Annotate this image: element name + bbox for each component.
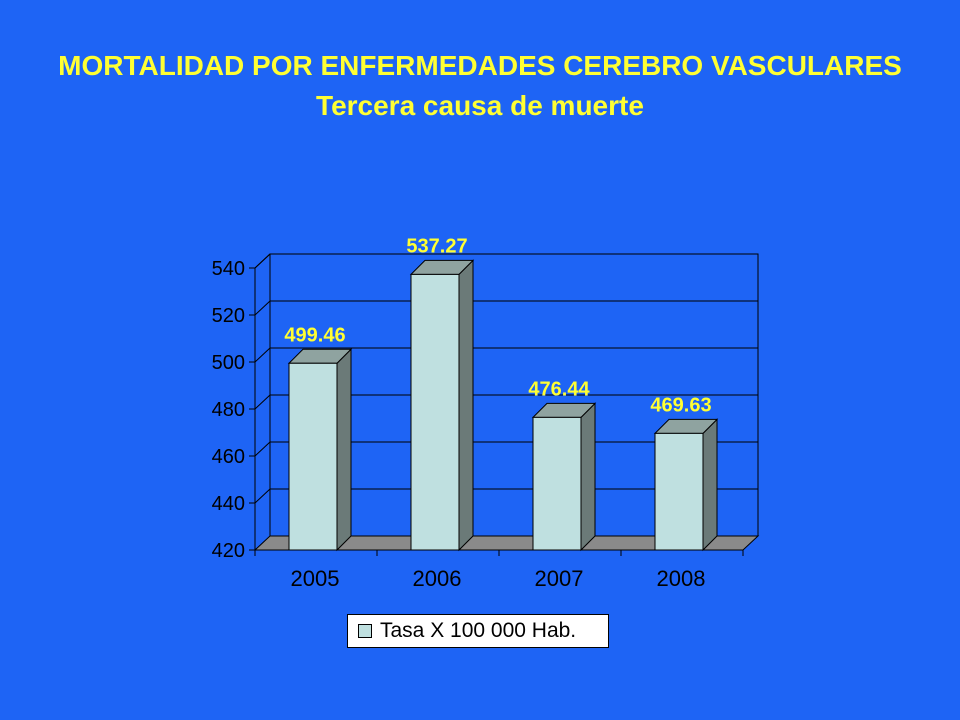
data-label: 469.63: [650, 394, 711, 416]
bar-side: [580, 402, 596, 552]
y-tick-label: 440: [212, 493, 245, 515]
bar: [654, 432, 704, 551]
bar: [410, 273, 460, 551]
y-tick-label: 500: [212, 352, 245, 374]
wall-top-edge: [254, 253, 271, 269]
x-tick-label: 2006: [413, 566, 462, 591]
gridline-side: [254, 300, 271, 316]
y-tick-label: 460: [212, 446, 245, 468]
bar: [288, 362, 338, 551]
y-tick-label: 540: [212, 258, 245, 280]
gridline-side: [254, 441, 271, 457]
data-label: 499.46: [284, 324, 345, 346]
title-line-1: MORTALIDAD POR ENFERMEDADES CEREBRO VASC…: [58, 50, 902, 81]
gridline-side: [254, 394, 271, 410]
bar: [532, 416, 582, 551]
x-tick-label: 2007: [535, 566, 584, 591]
gridline-side: [254, 488, 271, 504]
y-tick-label: 420: [212, 540, 245, 562]
y-tick-label: 520: [212, 305, 245, 327]
legend-label: Tasa X 100 000 Hab.: [380, 619, 577, 642]
title-line-2: Tercera causa de muerte: [316, 90, 644, 121]
bar-side: [702, 418, 718, 552]
legend-swatch: [358, 624, 372, 638]
gridline-side: [254, 347, 271, 363]
chart-legend: Tasa X 100 000 Hab.: [347, 614, 609, 648]
data-label: 476.44: [528, 378, 590, 400]
x-tick-label: 2008: [657, 566, 706, 591]
x-tick-label: 2005: [291, 566, 340, 591]
y-tick-label: 480: [212, 399, 245, 421]
data-label: 537.27: [406, 235, 467, 257]
bar-side: [336, 348, 352, 552]
bar-side: [458, 259, 474, 552]
page-title: MORTALIDAD POR ENFERMEDADES CEREBRO VASC…: [0, 46, 960, 126]
